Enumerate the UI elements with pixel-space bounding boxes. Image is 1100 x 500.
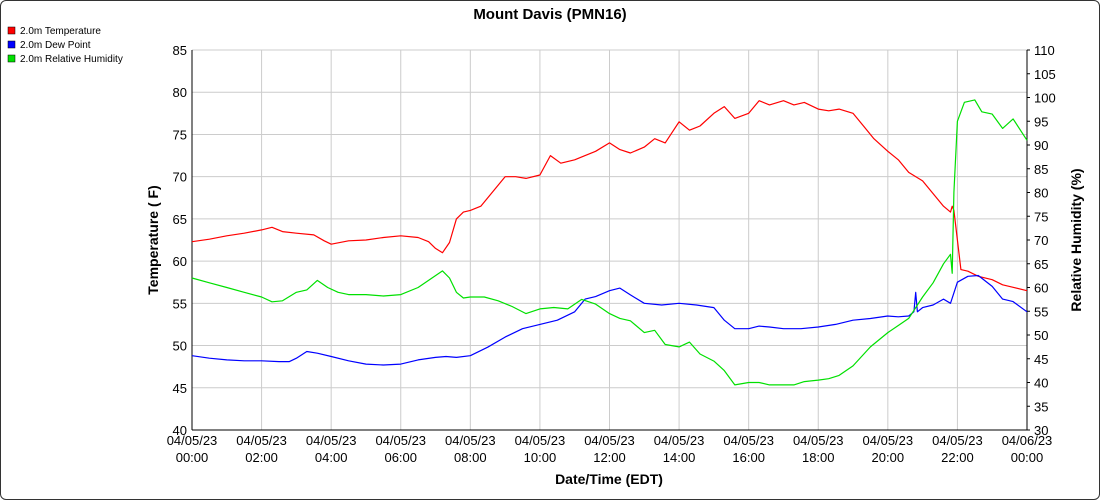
y-left-tick-label: 40: [173, 423, 187, 438]
x-tick-label-date: 04/05/23: [236, 433, 287, 448]
x-tick-label-time: 10:00: [524, 450, 557, 465]
y-right-tick-label: 45: [1034, 352, 1048, 367]
legend-swatch-2-0m-dew-point: [7, 40, 16, 49]
y-right-tick-label: 85: [1034, 162, 1048, 177]
chart-title: Mount Davis (PMN16): [473, 6, 626, 23]
legend-label-2-0m-temperature: 2.0m Temperature: [20, 26, 101, 37]
x-axis-label: Date/Time (EDT): [555, 471, 663, 487]
x-tick-label-time: 18:00: [802, 450, 835, 465]
axes: 04/05/23 00:00 04/05/23 02:00 04/05/23 04:00 0…: [167, 43, 1056, 465]
y-right-tick-label: 50: [1034, 328, 1048, 343]
x-tick-label-date: 04/05/23: [584, 433, 635, 448]
x-tick-label-time: 02:00: [245, 450, 278, 465]
legend: 2.0m Temperature 2.0m Dew Point 2.0m Relat…: [7, 26, 123, 65]
x-tick-label-time: 22:00: [941, 450, 974, 465]
y-right-tick-label: 30: [1034, 423, 1048, 438]
x-tick-label-date: 04/05/23: [863, 433, 914, 448]
y-left-tick-label: 60: [173, 254, 187, 269]
y-left-tick-label: 80: [173, 85, 187, 100]
y-right-tick-label: 100: [1034, 91, 1056, 106]
x-tick-label-time: 14:00: [663, 450, 696, 465]
y-right-tick-label: 35: [1034, 399, 1048, 414]
x-tick-label-time: 08:00: [454, 450, 487, 465]
x-tick-label-time: 06:00: [384, 450, 417, 465]
y-right-tick-label: 40: [1034, 376, 1048, 391]
x-tick-label-date: 04/05/23: [793, 433, 844, 448]
y-right-tick-label: 55: [1034, 304, 1048, 319]
x-tick-label-time: 00:00: [176, 450, 209, 465]
legend-swatch-2-0m-relative-humidity: [7, 54, 16, 63]
grid: [191, 49, 1028, 431]
y-left-tick-label: 55: [173, 296, 187, 311]
x-tick-label-date: 04/05/23: [654, 433, 705, 448]
y-left-tick-label: 50: [173, 339, 187, 354]
y-left-tick-label: 75: [173, 127, 187, 142]
y-right-tick-label: 95: [1034, 114, 1048, 129]
y-right-tick-label: 65: [1034, 257, 1048, 272]
legend-label-2-0m-relative-humidity: 2.0m Relative Humidity: [20, 54, 123, 65]
series-line-2-0m-relative-humidity: [191, 99, 1028, 386]
y-axis-left-label: Temperature ( F): [145, 185, 161, 294]
series-lines: [191, 99, 1028, 386]
y-right-tick-label: 75: [1034, 209, 1048, 224]
x-tick-label-date: 04/05/23: [375, 433, 426, 448]
series-line-2-0m-dew-point: [191, 274, 1028, 366]
x-tick-label-date: 04/06/23: [1002, 433, 1053, 448]
x-tick-label-date: 04/05/23: [445, 433, 496, 448]
x-tick-label-time: 00:00: [1011, 450, 1044, 465]
y-left-tick-label: 85: [173, 43, 187, 58]
y-left-tick-label: 70: [173, 170, 187, 185]
x-tick-label-date: 04/05/23: [515, 433, 566, 448]
y-right-tick-label: 105: [1034, 67, 1056, 82]
y-right-tick-label: 80: [1034, 186, 1048, 201]
x-tick-label-time: 16:00: [732, 450, 765, 465]
x-tick-label-date: 04/05/23: [306, 433, 357, 448]
y-right-tick-label: 90: [1034, 138, 1048, 153]
x-tick-label-time: 04:00: [315, 450, 348, 465]
legend-swatch-2-0m-temperature: [7, 26, 16, 35]
y-right-tick-label: 70: [1034, 233, 1048, 248]
series-line-2-0m-temperature: [191, 100, 1028, 292]
y-right-tick-label: 110: [1034, 43, 1055, 58]
legend-label-2-0m-dew-point: 2.0m Dew Point: [20, 40, 91, 51]
y-left-tick-label: 45: [173, 381, 187, 396]
x-tick-label-date: 04/05/23: [723, 433, 774, 448]
x-tick-label-date: 04/05/23: [932, 433, 983, 448]
y-axis-right-label: Relative Humidity (%): [1068, 168, 1084, 311]
y-right-tick-label: 60: [1034, 281, 1048, 296]
x-tick-label-time: 12:00: [593, 450, 626, 465]
x-tick-label-time: 20:00: [872, 450, 905, 465]
y-left-tick-label: 65: [173, 212, 187, 227]
x-tick-label-date: 04/05/23: [167, 433, 218, 448]
